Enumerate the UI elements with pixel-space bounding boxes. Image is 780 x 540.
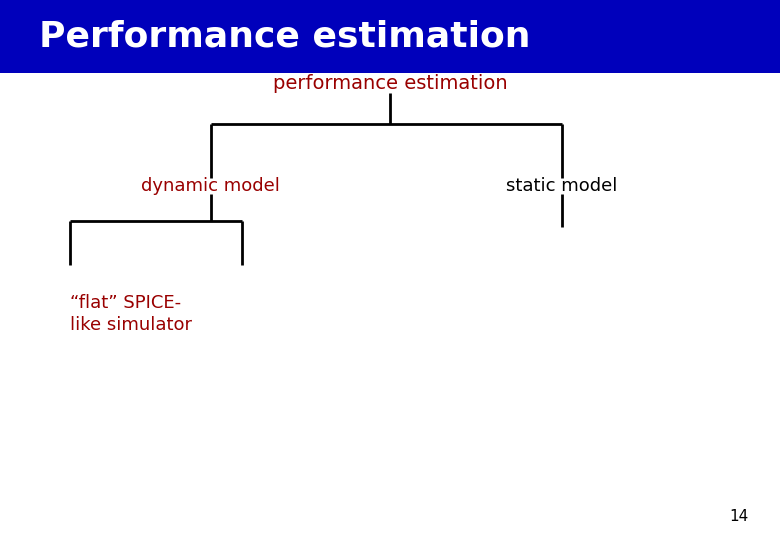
Text: “flat” SPICE-
like simulator: “flat” SPICE- like simulator bbox=[70, 294, 192, 334]
Text: dynamic model: dynamic model bbox=[141, 177, 280, 195]
Text: Performance estimation: Performance estimation bbox=[39, 19, 530, 53]
Bar bbox=[0, 0, 780, 73]
Text: static model: static model bbox=[506, 177, 617, 195]
Text: 14: 14 bbox=[729, 509, 749, 524]
Text: performance estimation: performance estimation bbox=[273, 74, 507, 93]
